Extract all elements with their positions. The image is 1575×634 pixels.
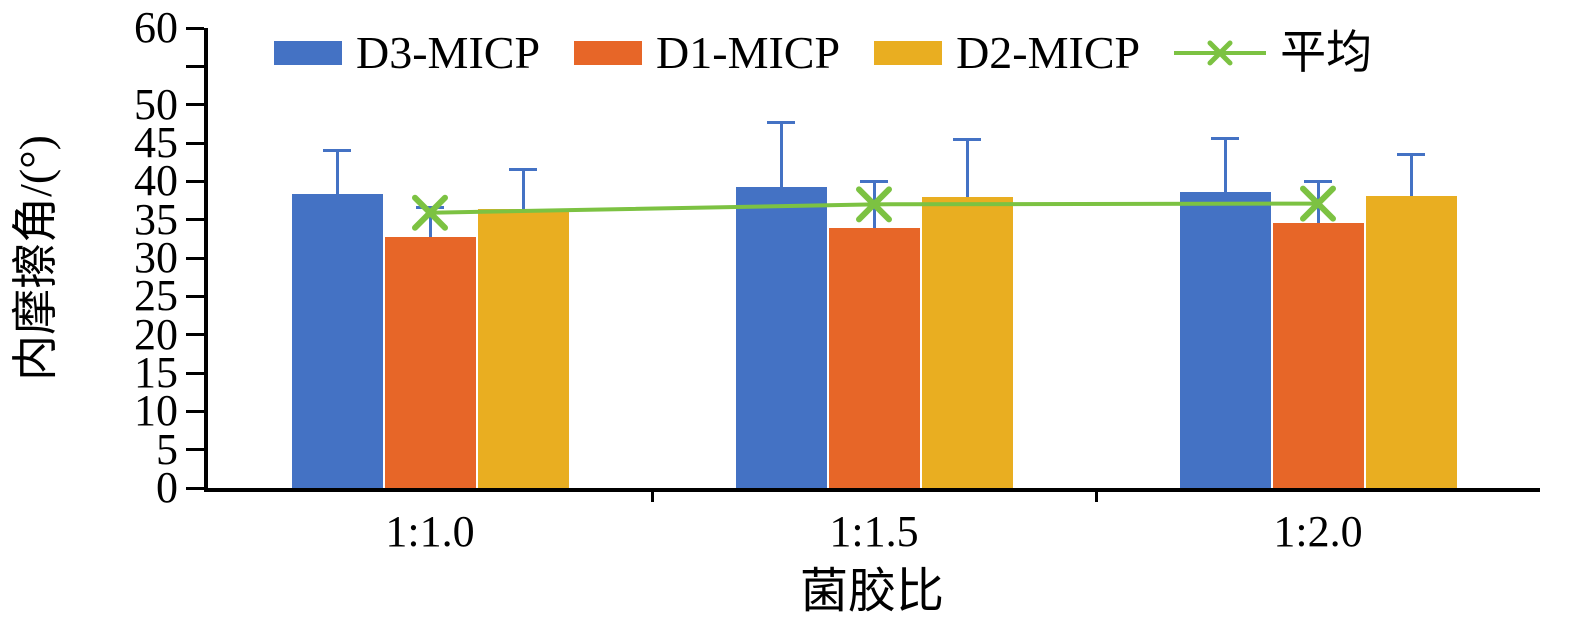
y-tick-label: 60 xyxy=(134,3,178,52)
error-bar xyxy=(779,122,783,187)
bar-d1-micp xyxy=(384,236,476,488)
x-axis-title: 菌胶比 xyxy=(799,565,945,618)
bar-d3-micp xyxy=(735,186,827,488)
error-bar-cap xyxy=(1211,136,1239,140)
y-tick-mark xyxy=(186,371,204,375)
bar-d3-micp xyxy=(1179,192,1271,488)
legend-label: D3-MICP xyxy=(356,27,541,78)
error-bar xyxy=(1223,138,1227,193)
legend-label: D1-MICP xyxy=(656,27,841,78)
legend-item: D2-MICP xyxy=(874,30,1140,76)
y-tick-mark xyxy=(186,486,204,490)
error-bar xyxy=(872,181,876,229)
y-tick-label: 5 xyxy=(156,424,178,474)
bar-d2-micp xyxy=(1365,195,1457,488)
error-bar xyxy=(1316,181,1320,223)
y-tick-mark xyxy=(186,256,204,260)
error-bar-cap xyxy=(1397,153,1425,156)
y-tick-label: 15 xyxy=(134,348,178,397)
y-tick-mark xyxy=(186,26,204,30)
legend-item: D3-MICP xyxy=(274,30,540,76)
error-bar-cap xyxy=(860,179,888,183)
bar-d3-micp xyxy=(291,193,383,488)
legend-average-sample xyxy=(1174,40,1267,66)
y-tick-label: 50 xyxy=(134,79,178,129)
bar-d1-micp xyxy=(1272,222,1364,488)
legend-label: D2-MICP xyxy=(956,27,1141,78)
y-tick-mark xyxy=(186,448,204,452)
y-tick-label: 10 xyxy=(134,386,178,436)
plot-area: D3-MICP D1-MICP D2-MICP 平均 内摩擦角/(°) 0 5 10 15 2… xyxy=(10,6,1540,554)
legend: D3-MICP D1-MICP D2-MICP 平均 xyxy=(274,30,1372,76)
error-bar-cap xyxy=(323,149,351,153)
x-tick-label: 1:1.0 xyxy=(385,507,475,556)
y-tick-label: 35 xyxy=(134,194,178,244)
error-bar xyxy=(1409,154,1413,196)
x-tick-mark xyxy=(650,488,654,502)
y-tick-mark xyxy=(186,333,204,337)
y-tick-mark xyxy=(186,103,204,107)
legend-swatch xyxy=(274,41,342,65)
legend-swatch xyxy=(874,41,943,65)
bar-d2-micp xyxy=(477,208,569,488)
y-tick-label: 45 xyxy=(134,118,178,167)
error-bar xyxy=(335,150,339,194)
error-bar xyxy=(965,139,969,198)
y-tick-mark xyxy=(186,218,204,222)
error-bar-cap xyxy=(767,120,795,124)
legend-item: 平均 xyxy=(1174,30,1372,76)
error-bar-cap xyxy=(509,167,537,171)
y-tick-mark xyxy=(186,141,204,145)
bar-d1-micp xyxy=(828,228,920,488)
y-tick-label: 25 xyxy=(134,271,178,321)
y-tick-mark xyxy=(186,64,204,68)
legend-swatch xyxy=(574,41,643,65)
legend-item: D1-MICP xyxy=(574,30,840,76)
x-tick-label: 1:2.0 xyxy=(1273,507,1363,556)
x-tick-mark xyxy=(1094,488,1098,502)
y-tick-label: 20 xyxy=(134,309,178,359)
legend-average-x-icon xyxy=(1207,40,1233,66)
error-bar xyxy=(428,207,432,237)
y-tick-label: 30 xyxy=(134,233,178,282)
y-tick-mark xyxy=(186,409,204,413)
error-bar-cap xyxy=(416,205,444,209)
error-bar xyxy=(521,169,525,209)
y-tick-mark xyxy=(186,179,204,183)
error-bar-cap xyxy=(953,137,981,141)
x-tick-label: 1:1.5 xyxy=(829,507,919,556)
y-axis-title: 内摩擦角/(°) xyxy=(10,135,61,381)
legend-label: 平均 xyxy=(1280,27,1373,78)
y-tick-mark xyxy=(186,294,204,298)
bar-d2-micp xyxy=(921,197,1013,488)
error-bar-cap xyxy=(1304,179,1332,183)
y-tick-label: 0 xyxy=(156,463,178,512)
y-tick-label: 40 xyxy=(134,156,178,206)
